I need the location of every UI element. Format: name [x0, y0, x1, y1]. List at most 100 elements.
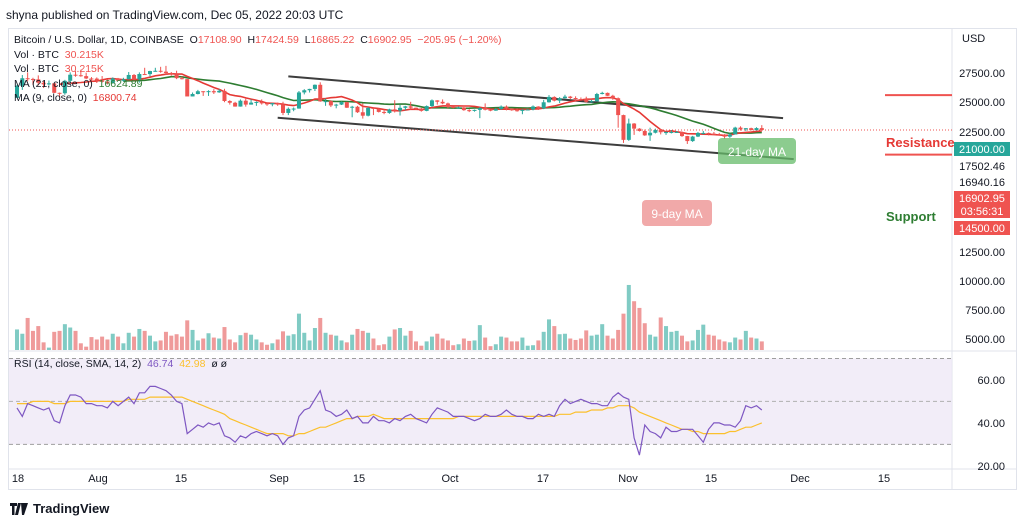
- candle-body: [509, 108, 514, 111]
- volume-bar: [429, 336, 434, 350]
- volume-bar: [217, 338, 222, 350]
- ma21-callout: [718, 138, 796, 164]
- volume-bar: [318, 317, 323, 350]
- volume-bar: [68, 327, 73, 350]
- volume-bar: [376, 345, 381, 350]
- price-tag: [954, 142, 1010, 156]
- candle-body: [158, 70, 163, 72]
- volume-bar: [52, 331, 57, 350]
- price-tick-label: 17502.46: [959, 161, 1005, 173]
- volume-bar: [477, 325, 482, 350]
- volume-bar: [695, 329, 700, 350]
- candle-body: [163, 71, 168, 74]
- rsi-tick-label: 20.00: [977, 461, 1005, 473]
- ma21-value: 16624.89: [98, 77, 143, 90]
- volume-bar: [360, 330, 365, 350]
- channel-line-lower: [277, 116, 794, 161]
- high-value: 17424.59: [255, 34, 299, 46]
- candle-body: [169, 73, 174, 75]
- candle-body: [706, 132, 711, 134]
- volume-bar: [132, 336, 137, 350]
- volume-bar: [222, 327, 227, 350]
- candle-body: [477, 108, 482, 110]
- candle-body: [445, 103, 450, 107]
- close-value: 16902.95: [367, 34, 412, 46]
- close-label: C: [360, 34, 368, 46]
- price-tick-label: 10000.00: [959, 276, 1005, 288]
- volume-bar: [121, 343, 126, 350]
- candle-body: [84, 76, 89, 79]
- candle-body: [573, 98, 578, 100]
- candle-body: [137, 74, 142, 80]
- volume-bar: [211, 337, 216, 350]
- candle-body: [488, 109, 493, 111]
- candle-body: [674, 131, 679, 133]
- candle-body: [36, 79, 41, 83]
- volume-bar: [408, 330, 413, 350]
- volume-bar: [610, 338, 615, 350]
- volume-bar: [642, 323, 647, 350]
- price-tag-label: 21000.00: [959, 144, 1005, 156]
- volume-bar: [243, 332, 248, 350]
- volume-bar: [456, 344, 461, 350]
- rsi-line: [16, 385, 763, 456]
- volume-bar: [398, 328, 403, 350]
- volume-bar: [20, 333, 25, 350]
- rsi-sma-line: [17, 396, 763, 437]
- volume-bar: [238, 335, 243, 350]
- candle-body: [701, 132, 706, 134]
- volume-bar: [568, 338, 573, 350]
- rsi-sma-value: 42.98: [179, 358, 206, 370]
- ohlc-row: Bitcoin / U.S. Dollar, 1D, COINBASE O171…: [14, 33, 501, 48]
- volume-bar: [190, 329, 195, 350]
- time-tick-label: Nov: [618, 473, 638, 485]
- candle-body: [392, 109, 397, 111]
- price-tag: [954, 191, 1010, 205]
- volume-bar: [254, 339, 259, 350]
- channel-line-upper: [288, 75, 784, 120]
- candle-body: [291, 108, 296, 110]
- volume-bar: [749, 337, 754, 350]
- candle-body: [73, 74, 78, 76]
- candle-body: [584, 99, 589, 102]
- candle-body: [68, 74, 73, 81]
- candle-body: [179, 78, 184, 80]
- candle-body: [206, 91, 211, 93]
- candle-body: [52, 83, 57, 93]
- footer-brand[interactable]: TradingView: [10, 501, 109, 516]
- volume-bar: [605, 335, 610, 350]
- candle-body: [414, 107, 418, 109]
- candle-body: [376, 108, 381, 112]
- volume-bar: [701, 324, 706, 350]
- volume-bar: [706, 334, 711, 350]
- volume-bar: [227, 339, 232, 350]
- candle-body: [754, 128, 759, 131]
- volume-bar: [578, 338, 583, 350]
- candle-body: [515, 110, 520, 112]
- candle-body: [621, 115, 626, 140]
- candle-body: [254, 101, 259, 103]
- candle-body: [738, 127, 743, 130]
- volume-bar: [637, 307, 642, 350]
- price-tick-label: 7500.00: [965, 305, 1005, 317]
- candle-body: [41, 82, 46, 85]
- candle-body: [15, 85, 19, 98]
- volume-bar: [461, 338, 466, 350]
- candle-body: [211, 91, 216, 93]
- volume-bar: [57, 330, 62, 350]
- candle-body: [350, 106, 355, 108]
- volume-bar: [302, 332, 307, 350]
- candle-body: [222, 90, 227, 101]
- candle-body: [605, 92, 610, 96]
- candle-body: [419, 108, 424, 111]
- time-tick-label: 15: [878, 473, 890, 485]
- price-tag-label: 16902.95: [959, 193, 1005, 205]
- volume-bar: [616, 329, 621, 350]
- volume-bar: [382, 344, 387, 350]
- volume-bar: [334, 335, 339, 350]
- candle-body: [78, 75, 83, 77]
- volume-bar: [312, 328, 317, 350]
- price-tag: [954, 221, 1010, 235]
- volume-bar: [41, 342, 46, 350]
